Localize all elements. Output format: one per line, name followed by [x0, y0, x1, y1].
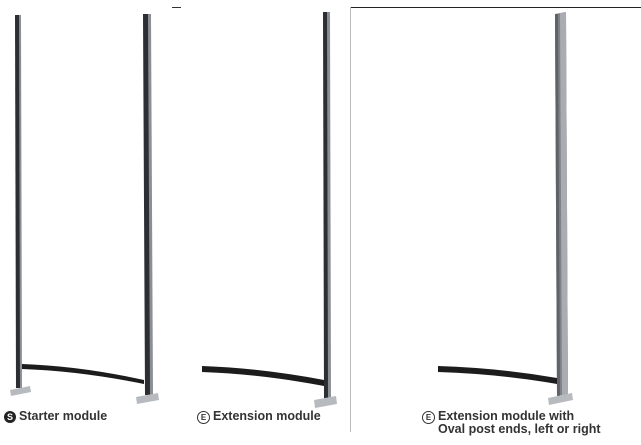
starter-module-panel: S Starter module [0, 0, 180, 445]
divider-tick [172, 7, 181, 8]
extension-module-illustration [190, 0, 350, 445]
starter-badge-icon: S [4, 411, 16, 423]
starter-module-illustration [0, 0, 180, 445]
starter-module-caption: S Starter module [4, 410, 107, 423]
extension-module-caption: E Extension module [197, 410, 321, 424]
extension-badge-icon: E [197, 411, 210, 424]
bottom-beam [22, 364, 144, 384]
extension-oval-module-panel: E Extension module with Oval post ends, … [350, 0, 641, 445]
extension-oval-badge-icon: E [422, 411, 435, 424]
extension-oval-module-caption: E Extension module with Oval post ends, … [422, 410, 601, 436]
starter-caption-line: Starter module [19, 410, 107, 423]
extension-oval-module-illustration [350, 0, 641, 445]
extension-oval-caption-line-2: Oval post ends, left or right [438, 423, 601, 436]
bottom-beam [202, 366, 324, 386]
extension-caption-line: Extension module [213, 410, 321, 423]
bottom-beam [438, 366, 557, 384]
extension-module-panel: E Extension module [190, 0, 350, 445]
